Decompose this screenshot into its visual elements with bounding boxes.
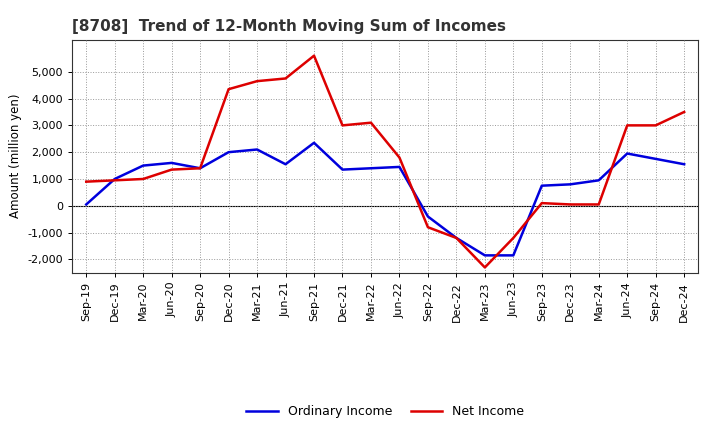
Legend: Ordinary Income, Net Income: Ordinary Income, Net Income	[241, 400, 529, 423]
Ordinary Income	[566, 182, 575, 187]
Ordinary Income	[623, 151, 631, 156]
Ordinary Income	[338, 167, 347, 172]
Ordinary Income	[110, 176, 119, 182]
Ordinary Income	[366, 165, 375, 171]
Ordinary Income	[423, 214, 432, 219]
Net Income	[338, 123, 347, 128]
Net Income	[509, 235, 518, 241]
Ordinary Income	[509, 253, 518, 258]
Ordinary Income	[253, 147, 261, 152]
Net Income	[652, 123, 660, 128]
Ordinary Income	[282, 161, 290, 167]
Net Income	[366, 120, 375, 125]
Ordinary Income	[82, 202, 91, 207]
Net Income	[680, 109, 688, 114]
Net Income	[196, 165, 204, 171]
Ordinary Income	[452, 235, 461, 241]
Net Income	[623, 123, 631, 128]
Net Income	[480, 265, 489, 270]
Line: Ordinary Income: Ordinary Income	[86, 143, 684, 255]
Net Income	[423, 224, 432, 230]
Ordinary Income	[139, 163, 148, 168]
Ordinary Income	[225, 150, 233, 155]
Net Income	[566, 202, 575, 207]
Ordinary Income	[537, 183, 546, 188]
Net Income	[225, 87, 233, 92]
Net Income	[595, 202, 603, 207]
Net Income	[82, 179, 91, 184]
Ordinary Income	[167, 160, 176, 165]
Net Income	[253, 78, 261, 84]
Net Income	[310, 53, 318, 59]
Net Income	[537, 201, 546, 206]
Ordinary Income	[595, 178, 603, 183]
Line: Net Income: Net Income	[86, 56, 684, 268]
Text: [8708]  Trend of 12-Month Moving Sum of Incomes: [8708] Trend of 12-Month Moving Sum of I…	[72, 19, 506, 34]
Ordinary Income	[680, 161, 688, 167]
Ordinary Income	[395, 164, 404, 169]
Net Income	[139, 176, 148, 182]
Ordinary Income	[480, 253, 489, 258]
Net Income	[110, 178, 119, 183]
Ordinary Income	[652, 156, 660, 161]
Net Income	[395, 155, 404, 160]
Net Income	[452, 235, 461, 241]
Y-axis label: Amount (million yen): Amount (million yen)	[9, 94, 22, 218]
Net Income	[282, 76, 290, 81]
Ordinary Income	[310, 140, 318, 146]
Net Income	[167, 167, 176, 172]
Ordinary Income	[196, 165, 204, 171]
